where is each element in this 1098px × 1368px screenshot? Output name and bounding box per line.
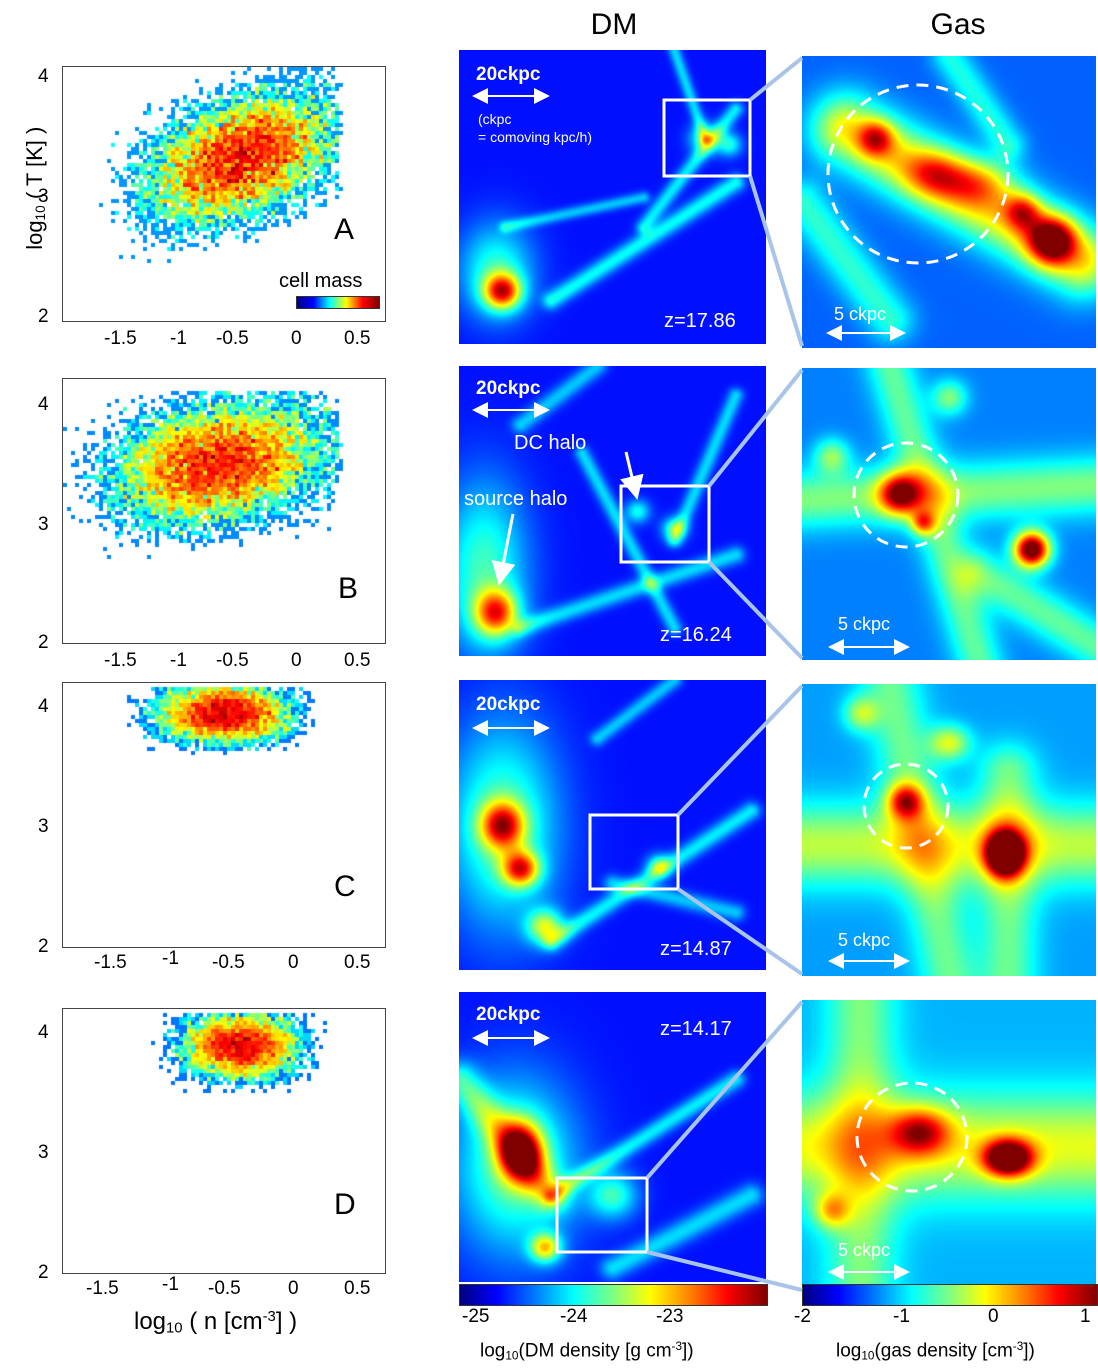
dm-scale-label-d: 20ckpc	[476, 1004, 541, 1025]
panel-letter-c: C	[334, 870, 356, 903]
phase-scatter-d	[63, 1009, 385, 1273]
dm-cb-tick-2: -24	[560, 1306, 588, 1327]
ytick-c-2: 2	[38, 936, 49, 957]
xtick-c-4: 0	[288, 952, 299, 973]
dm-cb-tick-3: -23	[656, 1306, 684, 1327]
xtick-a-5: 0.5	[344, 328, 371, 349]
xtick-a-4: 0	[291, 328, 302, 349]
gas-cb-tick-4: 1	[1080, 1306, 1091, 1327]
xtick-a-3: -0.5	[216, 328, 249, 349]
x-axis-title: log10 ( n [cm-3] )	[134, 1308, 298, 1337]
ytick-a-3: 3	[38, 186, 49, 207]
gas-map-b	[802, 368, 1096, 660]
dm-scale-label-a: 20ckpc	[476, 64, 541, 85]
ckpc-note-line2: = comoving kpc/h)	[478, 129, 592, 145]
phase-panel-d	[62, 1008, 386, 1274]
dm-density-a	[459, 50, 766, 344]
xtick-b-5: 0.5	[344, 650, 371, 671]
xtick-d-4: 0	[288, 1278, 299, 1299]
phase-scatter-a	[63, 67, 385, 321]
redshift-label-a: z=17.86	[664, 310, 736, 332]
ytick-a-2: 2	[38, 306, 49, 327]
ytick-c-3: 3	[38, 816, 49, 837]
gas-cb-tick-1: -2	[794, 1306, 811, 1327]
source-halo-label: source halo	[464, 488, 568, 510]
dm-density-c	[459, 680, 766, 970]
dm-colorbar-label: log10(DM density [g cm-3])	[480, 1340, 694, 1363]
xtick-d-1: -1.5	[86, 1278, 119, 1299]
ytick-d-3: 3	[38, 1142, 49, 1163]
gas-colorbar-label: log10(gas density [cm-3])	[836, 1340, 1035, 1363]
phase-panel-c	[62, 682, 386, 948]
redshift-label-b: z=16.24	[660, 624, 732, 646]
gas-column-title: Gas	[930, 8, 986, 41]
xtick-d-5: 0.5	[344, 1278, 371, 1299]
dm-map-a	[459, 50, 766, 344]
gas-colorbar	[802, 1284, 1098, 1306]
panel-letter-d: D	[334, 1188, 356, 1221]
gas-scale-label-b: 5 ckpc	[838, 614, 891, 634]
dm-cb-tick-1: -25	[462, 1306, 490, 1327]
ytick-d-4: 4	[38, 1022, 49, 1043]
xtick-a-1: -1.5	[104, 328, 137, 349]
xtick-c-1: -1.5	[94, 952, 127, 973]
ytick-b-3: 3	[38, 514, 49, 535]
phase-scatter-b	[63, 379, 385, 643]
dm-colorbar	[459, 1284, 768, 1306]
ytick-b-2: 2	[38, 632, 49, 653]
xtick-c-2: -1	[162, 948, 179, 969]
xtick-d-2: -1	[162, 1274, 179, 1295]
xtick-b-4: 0	[291, 650, 302, 671]
phase-panel-b	[62, 378, 386, 644]
cell-mass-label: cell mass	[279, 270, 363, 292]
ytick-b-4: 4	[38, 394, 49, 415]
dm-map-b	[459, 366, 766, 656]
dm-scale-label-c: 20ckpc	[476, 694, 541, 715]
panel-letter-a: A	[334, 213, 355, 246]
gas-scale-label-c: 5 ckpc	[838, 930, 891, 950]
redshift-label-d: z=14.17	[660, 1018, 732, 1040]
xtick-c-3: -0.5	[212, 952, 245, 973]
dm-column-title: DM	[590, 8, 638, 41]
xtick-b-3: -0.5	[216, 650, 249, 671]
cell-mass-colorbar	[296, 296, 380, 309]
dm-scale-label-b: 20ckpc	[476, 378, 541, 399]
dc-halo-label: DC halo	[514, 432, 587, 454]
xtick-a-2: -1	[170, 328, 187, 349]
xtick-d-3: -0.5	[208, 1278, 241, 1299]
xtick-b-2: -1	[170, 650, 187, 671]
gas-scale-label-a: 5 ckpc	[834, 304, 887, 324]
dm-map-c	[459, 680, 766, 970]
ytick-c-4: 4	[38, 696, 49, 717]
xtick-c-5: 0.5	[344, 952, 371, 973]
ytick-a-4: 4	[38, 66, 49, 87]
phase-scatter-c	[63, 683, 385, 947]
ytick-d-2: 2	[38, 1262, 49, 1283]
phase-panel-a	[62, 66, 386, 322]
redshift-label-c: z=14.87	[660, 938, 732, 960]
panel-letter-b: B	[338, 572, 359, 605]
gas-cb-tick-3: 0	[988, 1306, 999, 1327]
xtick-b-1: -1.5	[104, 650, 137, 671]
gas-scale-label-d: 5 ckpc	[838, 1240, 891, 1260]
dm-density-b	[459, 366, 766, 656]
gas-cb-tick-2: -1	[893, 1306, 910, 1327]
ckpc-note-line1: (ckpc	[478, 111, 512, 127]
